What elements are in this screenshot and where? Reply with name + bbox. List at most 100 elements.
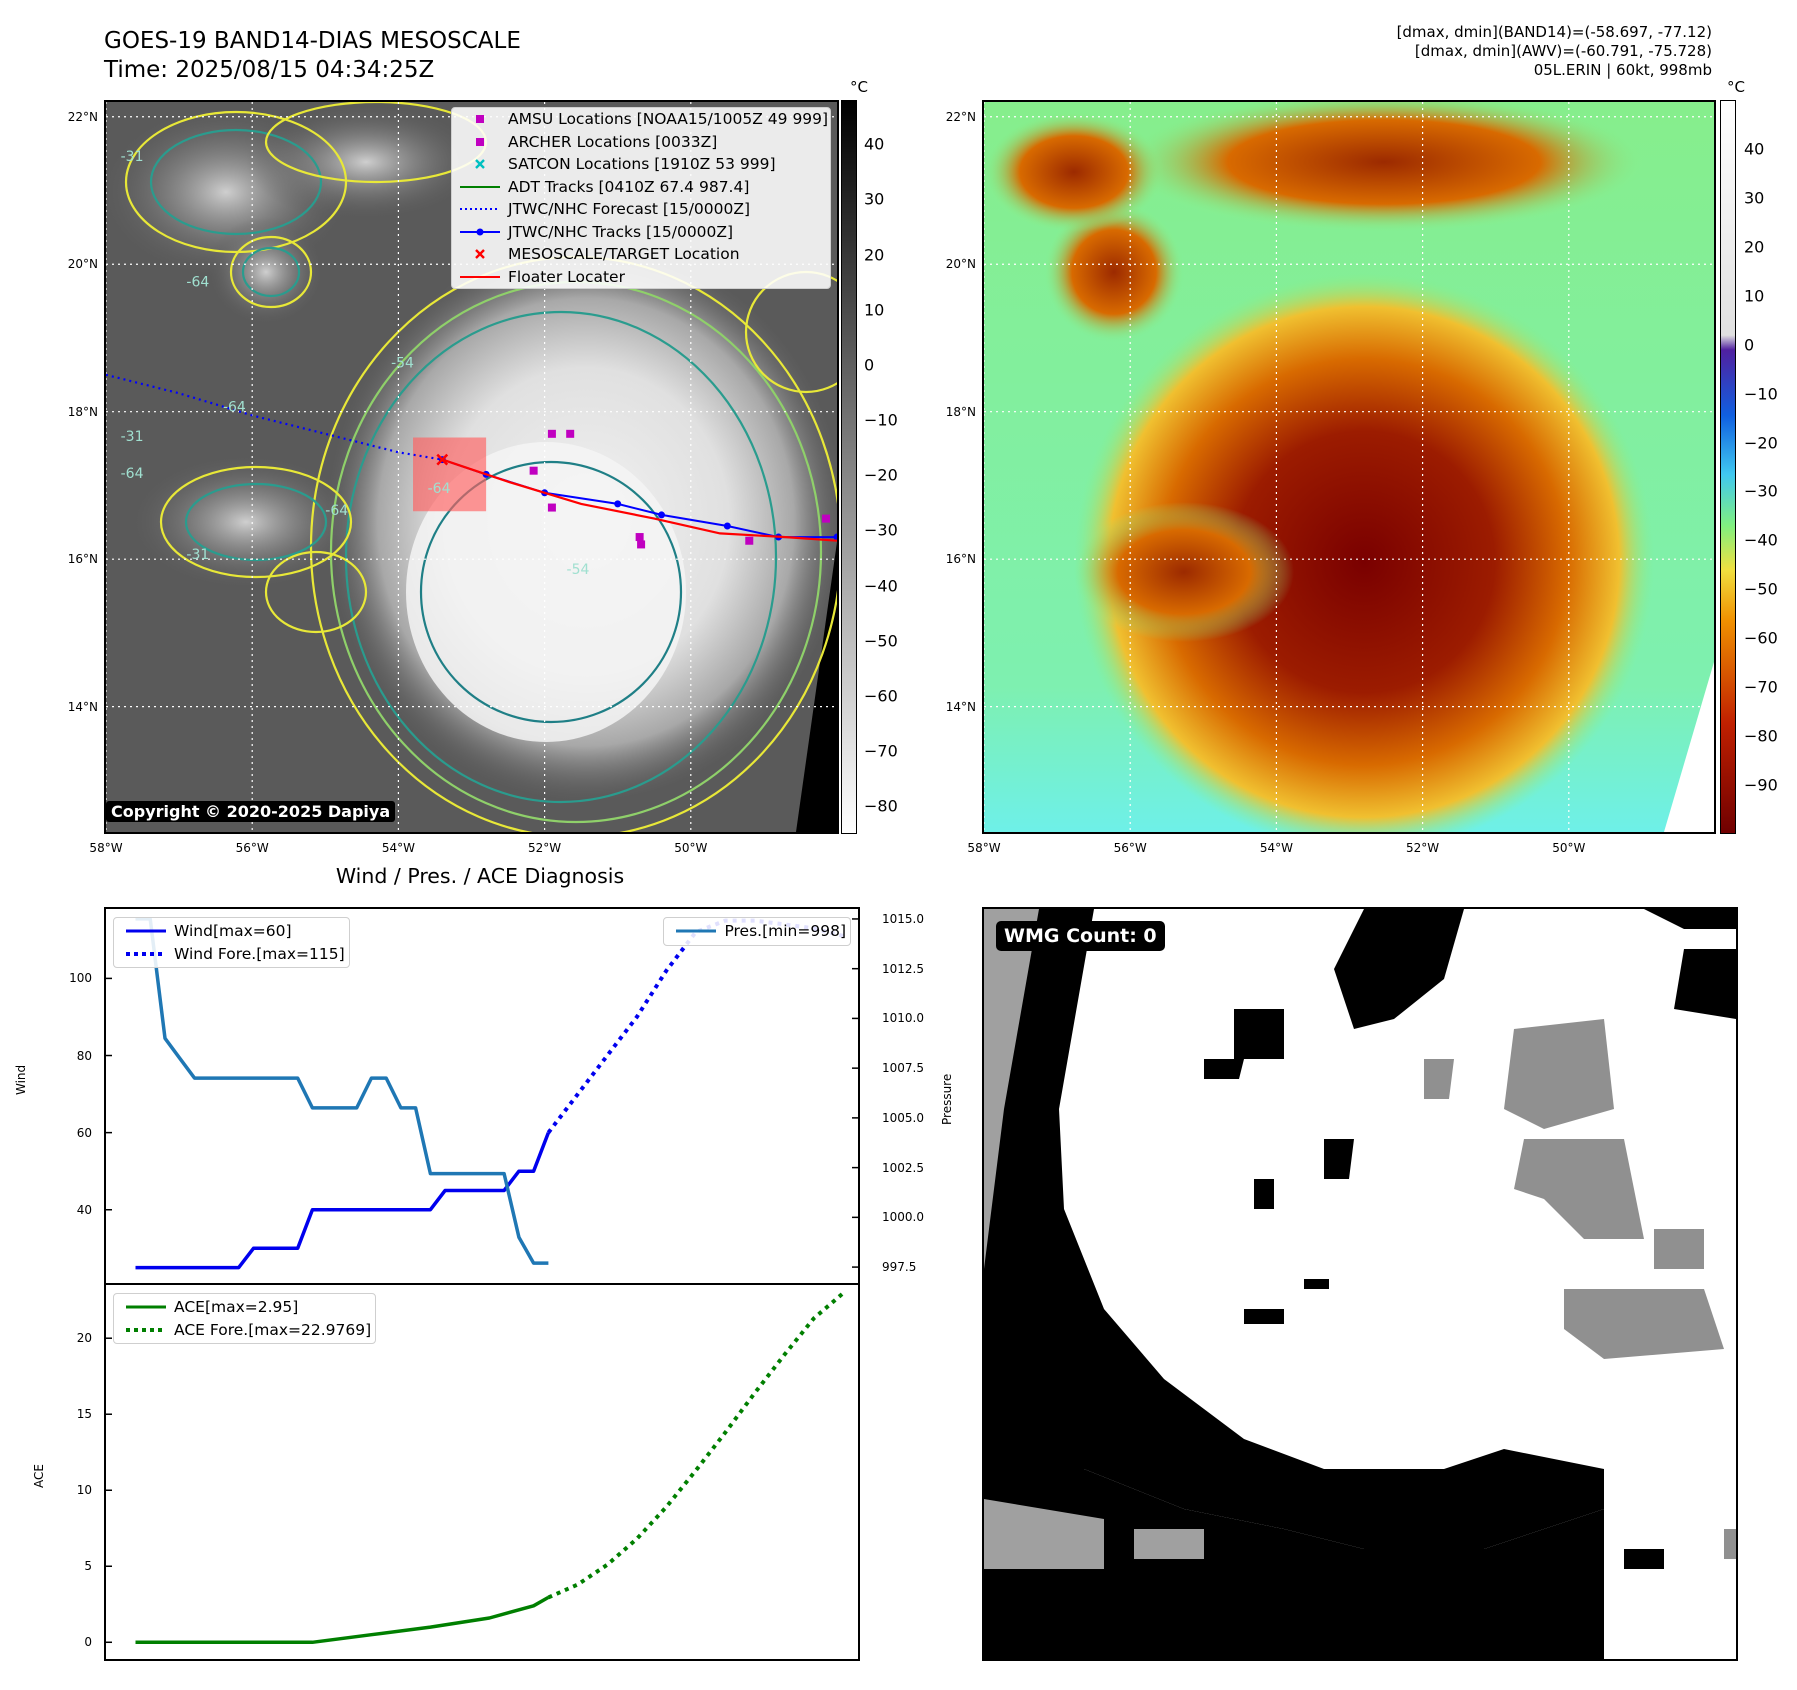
legend-pressure: Pres.[min=998] (668, 920, 846, 943)
y2-tick-label: 1000.0 (882, 1210, 924, 1225)
legend-label: ADT Tracks [0410Z 67.4 987.4] (508, 177, 750, 196)
legend-swatch (458, 181, 502, 193)
y2-tick-label: 1012.5 (882, 961, 924, 976)
lat-tick-label: 20°N (945, 257, 976, 272)
legend-ace-label: ACE[max=2.95] (174, 1298, 299, 1317)
floater-track (441, 458, 837, 542)
series-line (135, 1131, 551, 1270)
colorbar2 (1720, 100, 1736, 834)
y-tick-label: 5 (84, 1559, 92, 1574)
info-line-2: [dmax, dmin](AWV)=(-60.791, -75.728) (1414, 42, 1712, 60)
lon-tick-label: 52°W (1406, 841, 1440, 855)
ace-chart: ACE[max=2.95] ACE Fore.[max=22.9769] (104, 1283, 860, 1661)
series-line (135, 1595, 550, 1645)
nhc-track-point (723, 522, 731, 530)
legend-swatch (458, 271, 502, 283)
amsu-marker (566, 429, 575, 438)
square-marker (476, 115, 484, 124)
wind-axis-label: Wind (14, 1064, 28, 1095)
legend-wind-label: Wind[max=60] (174, 922, 292, 941)
lat-tick-label: 18°N (67, 404, 98, 419)
legend-ace-forecast-label: ACE Fore.[max=22.9769] (174, 1320, 372, 1339)
title-line-1: GOES-19 BAND14-DIAS MESOSCALE (104, 28, 521, 54)
lon-tick-label: 50°W (1552, 841, 1586, 855)
map2-gridlines (984, 102, 1714, 832)
legend-wind-forecast: Wind Fore.[max=115] (118, 943, 345, 966)
ace-axis-label: ACE (32, 1464, 46, 1488)
x-marker (475, 159, 485, 170)
legend-pressure-label: Pres.[min=998] (724, 922, 846, 941)
wind-pressure-svg (106, 917, 858, 1270)
colorbar-tick-label: 10 (1744, 286, 1765, 306)
dot-marker (476, 228, 484, 236)
colorbar-tick-label: −20 (864, 465, 898, 485)
amsu-marker (822, 514, 831, 523)
ace-legend: ACE[max=2.95] ACE Fore.[max=22.9769] (113, 1293, 377, 1344)
contour-label: -64 (428, 481, 451, 497)
legend-swatch (458, 248, 502, 260)
info-block: [dmax, dmin](BAND14)=(-58.697, -77.12) [… (1397, 23, 1712, 80)
amsu-marker (637, 540, 646, 549)
storm-tracks (106, 373, 837, 549)
legend-item: MESOSCALE/TARGET Location (452, 243, 830, 266)
legend-label: JTWC/NHC Forecast [15/0000Z] (508, 200, 751, 219)
y-tick-label: 0 (84, 1635, 92, 1650)
square-marker (476, 137, 484, 146)
enhanced-map-svg (984, 102, 1714, 832)
lat-tick-label: 16°N (945, 552, 976, 567)
y2-tick-label: 997.5 (882, 1260, 917, 1275)
colorbar-tick-label: −10 (1744, 384, 1778, 404)
lon-tick-label: 58°W (89, 841, 123, 855)
wmg-svg (984, 909, 1736, 1659)
lon-tick-label: 56°W (235, 841, 269, 855)
contour-label: -64 (223, 400, 246, 416)
nhc-track-point (614, 500, 622, 508)
wmg-panel: WMG Count: 0 (982, 907, 1738, 1661)
colorbar-tick-label: 40 (864, 134, 885, 154)
series-line (546, 918, 844, 1134)
wind-legend: Wind[max=60] Wind Fore.[max=115] (113, 917, 350, 968)
legend-item: ARCHER Locations [0033Z] (452, 131, 830, 154)
y2-tick-label: 1015.0 (882, 911, 924, 926)
legend-wind: Wind[max=60] (118, 920, 345, 943)
legend-item: ADT Tracks [0410Z 67.4 987.4] (452, 176, 830, 199)
info-line-1: [dmax, dmin](BAND14)=(-58.697, -77.12) (1396, 23, 1712, 41)
lon-tick-label: 52°W (528, 841, 562, 855)
legend-wind-forecast-label: Wind Fore.[max=115] (174, 944, 345, 963)
colorbar-tick-label: 40 (1744, 139, 1765, 159)
lat-tick-label: 14°N (945, 699, 976, 714)
amsu-marker (547, 503, 556, 512)
y2-tick-label: 1002.5 (882, 1160, 924, 1175)
contour-label: -64 (186, 274, 209, 290)
legend-item: AMSU Locations [NOAA15/1005Z 49 999] (452, 108, 830, 131)
colorbar1 (841, 100, 857, 834)
ir-map-panel: -31 -64 -54 -64 -31 -64 -64 -31 -54 -64 AMSU Loca… (104, 100, 839, 834)
amsu-marker (635, 533, 644, 542)
legend-label: SATCON Locations [1910Z 53 999] (508, 155, 776, 174)
enhanced-map-panel (982, 100, 1716, 834)
diagnosis-title: Wind / Pres. / ACE Diagnosis (335, 864, 625, 888)
lat-tick-label: 22°N (945, 109, 976, 124)
legend-item: JTWC/NHC Tracks [15/0000Z] (452, 221, 830, 244)
series-line (135, 917, 549, 1265)
contour-label: -31 (121, 149, 144, 165)
amsu-marker (745, 536, 754, 545)
y-tick-label: 40 (76, 1202, 92, 1217)
lat-tick-label: 22°N (67, 109, 98, 124)
legend-swatch (458, 113, 502, 125)
y2-tick-label: 1010.0 (882, 1011, 924, 1026)
legend-item: Floater Locater (452, 266, 830, 289)
colorbar-tick-label: −50 (864, 631, 898, 651)
y-tick-label: 15 (76, 1407, 92, 1422)
amsu-marker (547, 429, 556, 438)
lon-tick-label: 56°W (1113, 841, 1147, 855)
legend-label: AMSU Locations [NOAA15/1005Z 49 999] (508, 110, 829, 129)
colorbar-tick-label: −80 (864, 796, 898, 816)
colorbar-tick-label: −60 (1744, 628, 1778, 648)
legend-item: JTWC/NHC Forecast [15/0000Z] (452, 198, 830, 221)
y-tick-label: 100 (69, 971, 92, 986)
title-line-2: Time: 2025/08/15 04:34:25Z (104, 57, 435, 83)
colorbar-tick-label: −40 (1744, 530, 1778, 550)
lat-tick-label: 14°N (67, 699, 98, 714)
lat-tick-label: 18°N (945, 404, 976, 419)
